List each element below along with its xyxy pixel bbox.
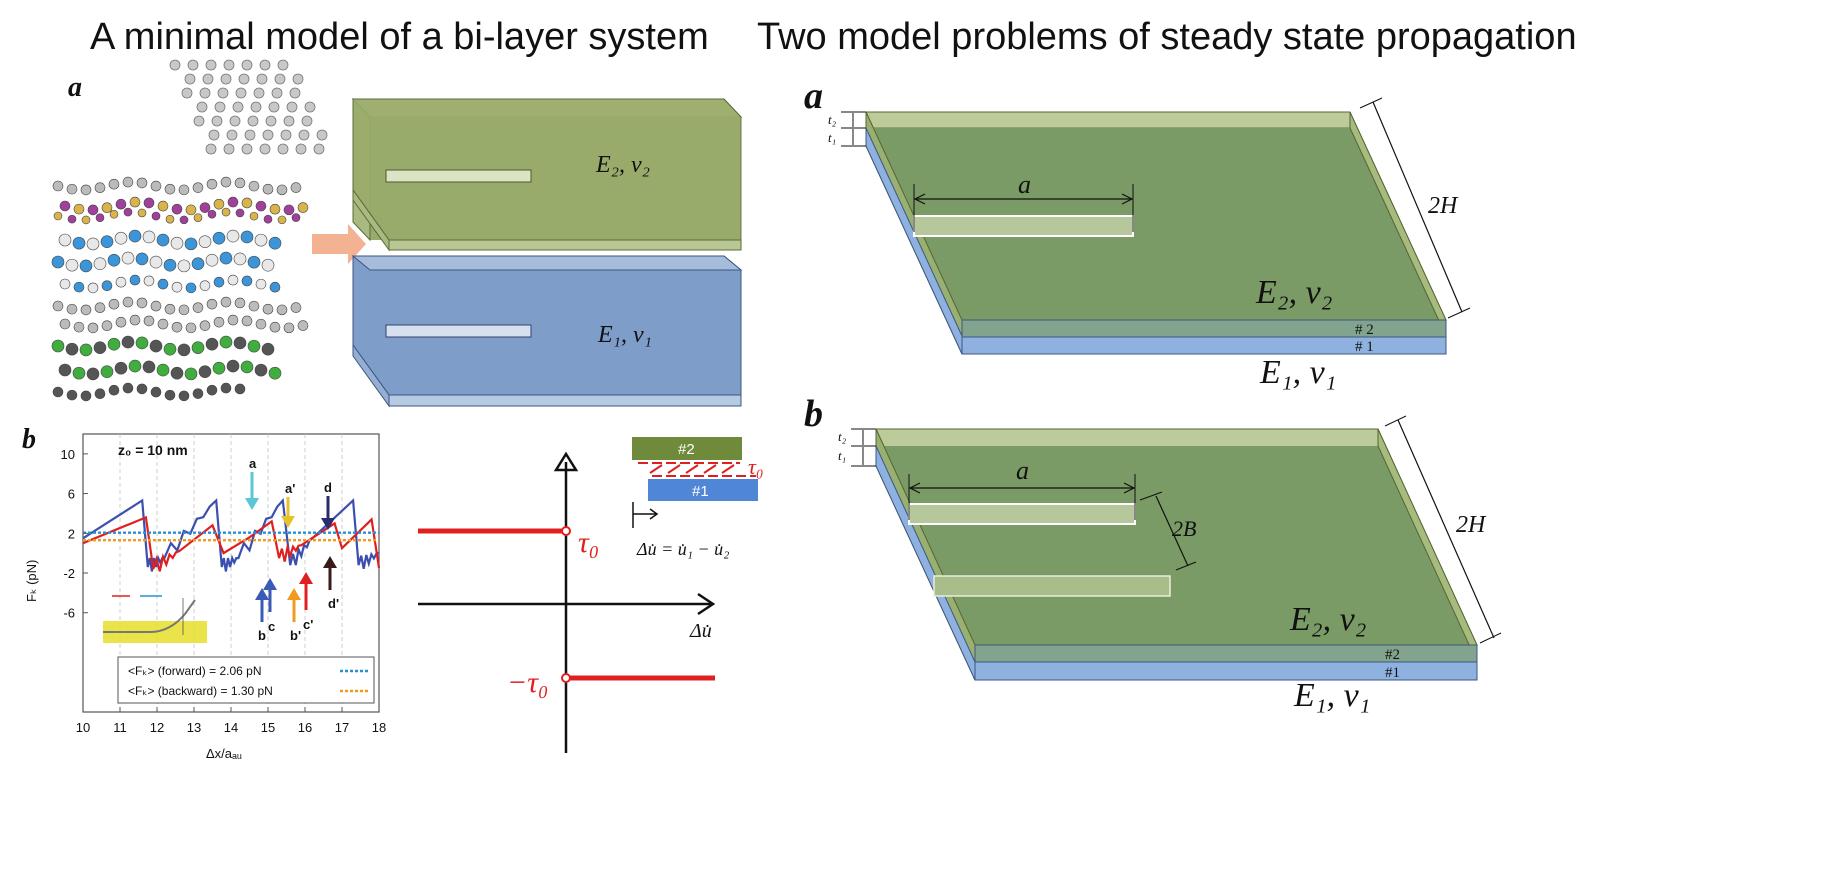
arrow-d: d xyxy=(321,480,335,530)
plot-xlabel: Δx/aₐᵤ xyxy=(206,746,242,761)
svg-text:a': a' xyxy=(285,481,295,496)
series-line-backward xyxy=(82,515,381,572)
right-arrow-icon xyxy=(312,224,366,264)
tau-positive-label: τ₀ xyxy=(578,526,599,559)
x-tick-label: 12 xyxy=(150,720,164,735)
svg-text:2B: 2B xyxy=(1172,516,1196,541)
panel-label-a-right: a xyxy=(804,75,823,117)
x-tick-label: 18 xyxy=(372,720,386,735)
panel-label-b-left: b xyxy=(22,424,36,455)
left-heading: A minimal model of a bi-layer system xyxy=(90,16,709,58)
svg-text:d: d xyxy=(324,480,332,495)
top-plate-label: E₂, ν₂ xyxy=(595,152,650,178)
svg-text:t₁: t₁ xyxy=(828,130,836,145)
x-tick-label: 11 xyxy=(113,720,127,735)
svg-text:2H: 2H xyxy=(1456,512,1487,538)
y-tick-label: 10 xyxy=(61,447,75,462)
layer-1-label: #1 xyxy=(692,483,709,500)
x-tick-label: 10 xyxy=(76,720,90,735)
bottom-plate-blue xyxy=(351,255,743,408)
plot-legend: <Fₖ> (forward) = 2.06 pN <Fₖ> (backward)… xyxy=(117,656,375,704)
y-tick-label: -6 xyxy=(63,606,75,621)
svg-text:c: c xyxy=(268,619,275,634)
y-axis-arrow-icon xyxy=(553,451,579,472)
arrow-b: b xyxy=(255,588,269,643)
legend-backward: <Fₖ> (backward) = 1.30 pN xyxy=(128,684,273,698)
tip-inset xyxy=(103,595,207,643)
plot-annotation: z₀ = 10 nm xyxy=(118,442,188,458)
arrow-d-prime: d' xyxy=(323,556,339,611)
arrow-a-prime: a' xyxy=(281,481,295,528)
arrow-c-prime: c' xyxy=(299,572,313,632)
svg-text:a: a xyxy=(249,456,257,471)
x-tick-label: 14 xyxy=(224,720,238,735)
layer-2-label: #2 xyxy=(678,441,695,458)
layer-2-box xyxy=(632,437,742,460)
problem-b-layer2: #2 xyxy=(1385,647,1400,663)
arrow-b-prime: b' xyxy=(287,588,301,643)
svg-text:d': d' xyxy=(328,596,339,611)
friction-law-diagram: τ₀ −τ₀ Δu̇ #2 #1 τ₀ Δu̇ = u̇₁ − u̇₂ xyxy=(418,437,764,753)
svg-text:t₂: t₂ xyxy=(838,429,847,444)
problem-b-top-label: E₂, ν₂ xyxy=(1289,601,1367,638)
top-plate-green xyxy=(351,97,743,252)
panel-label-a-left: a xyxy=(68,72,82,103)
x-axis-arrow-icon xyxy=(697,592,716,616)
x-tick-label: 15 xyxy=(261,720,275,735)
plot-ylabel: Fₖ (pN) xyxy=(24,560,39,602)
x-tick-label: 17 xyxy=(335,720,349,735)
right-heading: Two model problems of steady state propa… xyxy=(757,16,1577,58)
svg-text:a: a xyxy=(1018,170,1031,199)
layer-1-box xyxy=(648,479,758,501)
svg-text:c': c' xyxy=(303,617,313,632)
problem-a-layer2: # 2 xyxy=(1355,322,1374,338)
delta-u-dot-label: Δu̇ xyxy=(689,620,712,642)
x-tick-label: 16 xyxy=(298,720,312,735)
problem-b-dimensions: t₂ t₁ a 2B 2H E₂, ν₂ #2 #1 E₁, ν₁ xyxy=(838,415,1502,714)
x-tick-label: 13 xyxy=(187,720,201,735)
problem-a-layer1: # 1 xyxy=(1355,339,1374,355)
svg-text:b: b xyxy=(258,628,266,643)
bottom-plate-label: E₁, ν₁ xyxy=(597,322,652,348)
slip-rate-equation: Δu̇ = u̇₁ − u̇₂ xyxy=(636,539,729,559)
legend-forward: <Fₖ> (forward) = 2.06 pN xyxy=(128,664,262,678)
problem-a-bottom-label: E₁, ν₁ xyxy=(1259,354,1337,391)
problem-b-plate xyxy=(875,428,1478,681)
y-tick-label: 6 xyxy=(68,487,75,502)
problem-b-layer1: #1 xyxy=(1385,665,1400,681)
panel-label-b-right: b xyxy=(804,393,823,435)
arrow-c: c xyxy=(263,578,277,634)
svg-text:a: a xyxy=(1016,456,1029,485)
arrow-a: a xyxy=(245,456,259,510)
problem-a-plate xyxy=(865,111,1447,355)
y-tick-label: 2 xyxy=(68,526,75,541)
problem-a-top-label: E₂, ν₂ xyxy=(1255,274,1333,311)
problem-a-dimensions: t₂ t₁ a 2H E₂, ν₂ # 2 # 1 E₁, ν₁ xyxy=(828,97,1471,391)
y-tick-label: -2 xyxy=(63,566,75,581)
tau-negative-label: −τ₀ xyxy=(507,666,548,699)
molecular-structure-image xyxy=(51,59,328,402)
problem-b-bottom-label: E₁, ν₁ xyxy=(1293,677,1371,714)
svg-text:t₂: t₂ xyxy=(828,112,837,127)
svg-text:b': b' xyxy=(290,628,301,643)
svg-text:2H: 2H xyxy=(1428,193,1459,219)
svg-text:t₁: t₁ xyxy=(838,448,846,463)
tau-small-label: τ₀ xyxy=(748,454,764,479)
